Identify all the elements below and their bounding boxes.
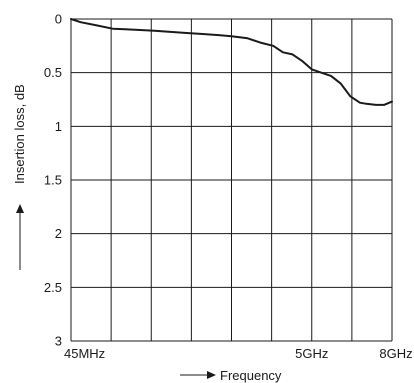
x-axis-arrow-head-icon bbox=[207, 371, 216, 379]
y-axis-title: Insertion loss, dB bbox=[12, 84, 27, 184]
y-tick-label: 3 bbox=[55, 334, 62, 349]
x-tick-label: 5GHz bbox=[295, 346, 328, 361]
axis-titles: Insertion loss, dB Frequency bbox=[12, 84, 282, 383]
y-axis-arrow-head-icon bbox=[16, 204, 24, 213]
series-layer bbox=[70, 18, 393, 106]
y-tick-label: 1 bbox=[55, 119, 62, 134]
x-axis-title: Frequency bbox=[220, 368, 282, 383]
y-tick-label: 2 bbox=[55, 226, 62, 241]
grid-layer bbox=[70, 18, 393, 342]
y-axis-title-group: Insertion loss, dB bbox=[12, 84, 27, 270]
x-tick-label: 8GHz bbox=[379, 346, 412, 361]
x-axis-title-group: Frequency bbox=[180, 368, 282, 383]
series-line bbox=[70, 18, 393, 106]
y-tick-label: 0.5 bbox=[44, 65, 62, 80]
x-tick-label: 45MHz bbox=[64, 346, 105, 361]
y-tick-label: 1.5 bbox=[44, 173, 62, 188]
y-tick-label: 2.5 bbox=[44, 280, 62, 295]
y-tick-label: 0 bbox=[55, 12, 62, 27]
